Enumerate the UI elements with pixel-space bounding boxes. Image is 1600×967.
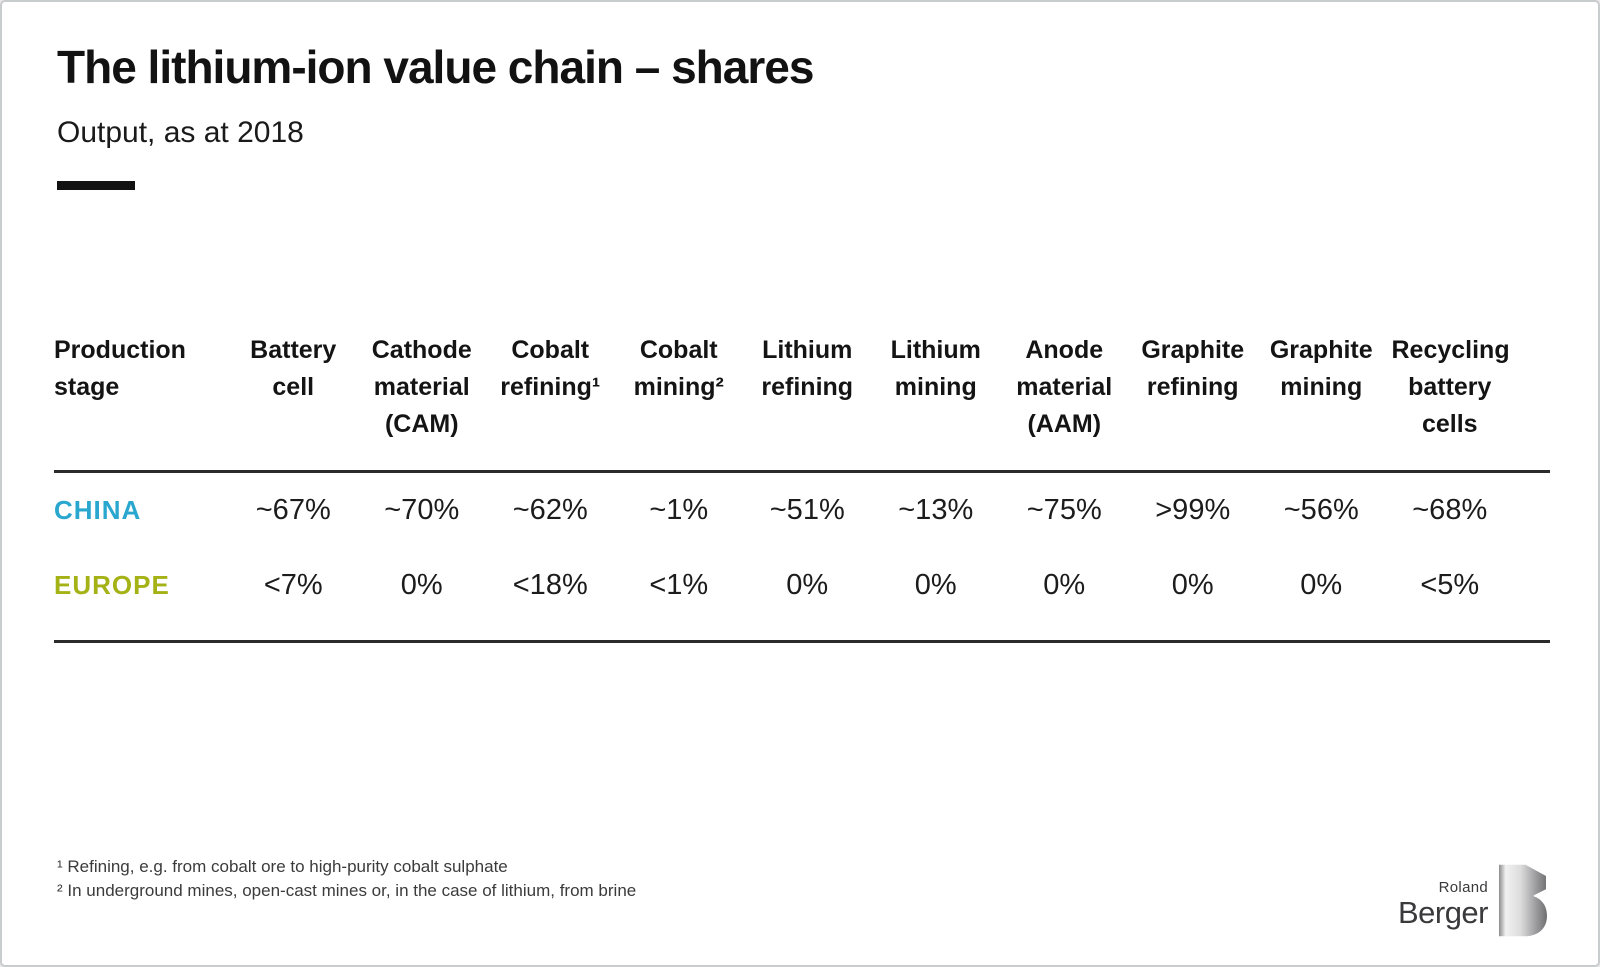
column-header: Cobalt mining² bbox=[633, 336, 724, 401]
table-row-china: CHINA ~67% ~70% ~62% ~1% ~51% ~13% ~75% … bbox=[54, 489, 1516, 531]
value-cell: 0% bbox=[400, 569, 443, 601]
roland-berger-logo: Roland Berger bbox=[1357, 864, 1547, 942]
roland-berger-b-icon bbox=[1499, 864, 1547, 937]
value-cell: ~68% bbox=[1412, 494, 1488, 526]
logo-berger-text: Berger bbox=[1397, 895, 1489, 930]
value-cell: <18% bbox=[512, 569, 588, 601]
column-header: Cathode material (CAM) bbox=[371, 336, 472, 438]
value-cell: >99% bbox=[1155, 494, 1231, 526]
page-subtitle: Output, as at 2018 bbox=[57, 116, 304, 149]
column-header: Graphite mining bbox=[1269, 336, 1373, 401]
logo-roland-text: Roland bbox=[1438, 879, 1488, 896]
value-cell: <1% bbox=[649, 569, 709, 601]
table-rule-top bbox=[54, 470, 1550, 473]
column-header: Graphite refining bbox=[1141, 336, 1245, 401]
column-header: Cobalt refining¹ bbox=[500, 336, 601, 401]
value-cell: 0% bbox=[914, 569, 957, 601]
row-label-china: CHINA bbox=[54, 495, 142, 525]
value-cell: <5% bbox=[1420, 569, 1480, 601]
value-cell: <7% bbox=[263, 569, 323, 601]
value-cell: ~67% bbox=[255, 494, 331, 526]
value-cell: ~1% bbox=[649, 494, 709, 526]
value-cell: 0% bbox=[1300, 569, 1343, 601]
footnote-1: ¹ Refining, e.g. from cobalt ore to high… bbox=[57, 857, 508, 876]
value-cell: 0% bbox=[1171, 569, 1214, 601]
row-label-europe: EUROPE bbox=[54, 570, 170, 600]
value-cell: 0% bbox=[1043, 569, 1086, 601]
value-cell: ~56% bbox=[1283, 494, 1359, 526]
logo-wordmark: Roland Berger bbox=[1357, 864, 1499, 928]
value-cell: ~51% bbox=[769, 494, 845, 526]
page-title: The lithium-ion value chain – shares bbox=[57, 41, 814, 93]
column-header: Lithium refining bbox=[761, 336, 854, 401]
value-cell: ~70% bbox=[384, 494, 460, 526]
column-header: Recycling battery cells bbox=[1391, 336, 1510, 438]
value-cell: ~75% bbox=[1026, 494, 1102, 526]
column-header: Lithium mining bbox=[890, 336, 981, 401]
value-cell: ~13% bbox=[898, 494, 974, 526]
column-header: Anode material (AAM) bbox=[1016, 336, 1113, 438]
column-header-production-stage: Production stage bbox=[54, 336, 186, 401]
title-underline-bar bbox=[57, 181, 135, 190]
footnotes: ¹ Refining, e.g. from cobalt ore to high… bbox=[57, 855, 636, 903]
footnote-2: ² In underground mines, open-cast mines … bbox=[57, 881, 637, 900]
table-header-row: Production stage Battery cell Cathode ma… bbox=[54, 332, 1516, 443]
column-header: Battery cell bbox=[250, 336, 337, 401]
table-row-europe: EUROPE <7% 0% <18% <1% 0% 0% 0% 0% 0% <5… bbox=[54, 564, 1516, 606]
value-cell: 0% bbox=[786, 569, 829, 601]
table-rule-bottom bbox=[54, 640, 1550, 643]
value-cell: ~62% bbox=[512, 494, 588, 526]
